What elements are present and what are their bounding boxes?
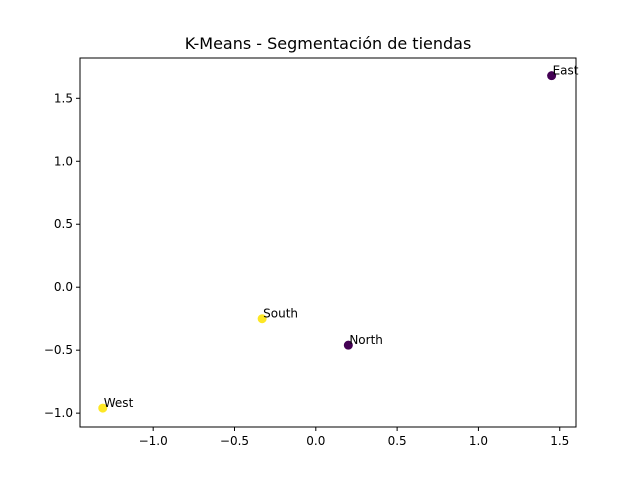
data-point-west [98, 403, 108, 413]
y-tick-label: 1.5 [54, 91, 73, 105]
point-label-north: North [349, 333, 383, 347]
y-tick-label: −0.5 [44, 343, 73, 357]
data-point-east [547, 71, 557, 81]
x-tick-label: 1.5 [550, 434, 569, 448]
y-axis: −1.0 −0.5 0.0 0.5 1.0 1.5 [44, 91, 80, 420]
x-axis: −1.0 −0.5 0.0 0.5 1.0 1.5 [139, 427, 569, 448]
y-tick-label: −1.0 [44, 406, 73, 420]
point-label-west: West [104, 396, 134, 410]
plot-area [79, 57, 577, 428]
data-points: East South North West [98, 64, 579, 413]
chart-title: K-Means - Segmentación de tiendas [185, 34, 472, 53]
data-point-south [257, 314, 267, 324]
x-tick-label: −0.5 [220, 434, 249, 448]
y-tick-label: 1.0 [54, 154, 73, 168]
y-tick-label: 0.5 [54, 217, 73, 231]
data-point-north [343, 340, 353, 350]
y-tick-label: 0.0 [54, 280, 73, 294]
x-tick-label: 0.5 [388, 434, 407, 448]
point-label-south: South [263, 307, 298, 321]
x-tick-label: 1.0 [469, 434, 488, 448]
x-tick-label: −1.0 [139, 434, 168, 448]
x-tick-label: 0.0 [306, 434, 325, 448]
point-label-east: East [553, 64, 579, 78]
